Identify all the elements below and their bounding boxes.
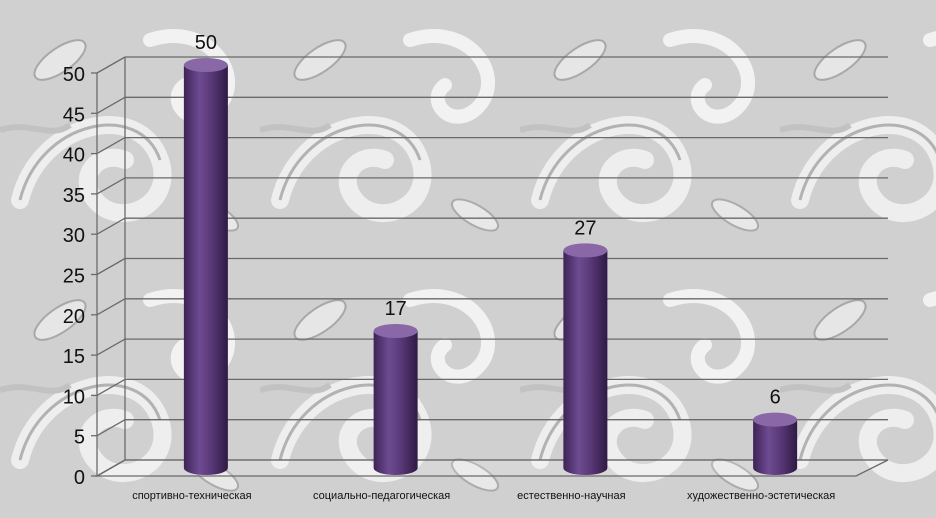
gridline-side (96, 419, 126, 437)
bar-top (373, 323, 418, 338)
bar-body (563, 250, 608, 476)
gridline-side (96, 338, 126, 356)
y-tick-label: 0 (74, 467, 85, 489)
data-label: 27 (574, 217, 596, 239)
bar-top (563, 243, 608, 258)
bar (373, 323, 418, 476)
y-tick-label: 15 (63, 346, 85, 368)
y-tick-label: 10 (63, 386, 85, 408)
y-tick-label: 5 (74, 427, 85, 449)
bar-top (183, 58, 228, 72)
y-tick-label: 35 (63, 185, 85, 207)
gridline-side (96, 96, 126, 114)
data-label: 17 (385, 298, 407, 320)
bar (753, 412, 798, 476)
bar-top (753, 412, 798, 427)
bar-body (753, 419, 798, 476)
gridline-side (96, 257, 126, 276)
y-tick-label: 20 (63, 306, 85, 328)
y-tick-label: 40 (63, 145, 85, 167)
gridline-side (96, 298, 126, 316)
category-label: художественно-эстетическая (687, 490, 835, 502)
gridline-side (96, 378, 126, 396)
bar-body (183, 65, 228, 476)
category-label: социально-педагогическая (313, 490, 450, 502)
y-tick-label: 25 (63, 266, 85, 288)
category-label: естественно-научная (517, 490, 625, 502)
y-tick-label: 45 (63, 104, 85, 126)
gridline-side (96, 217, 126, 235)
bar (563, 243, 608, 476)
data-label: 6 (770, 387, 781, 409)
bar (183, 58, 228, 476)
y-tick-label: 50 (63, 64, 85, 86)
gridline-side (96, 177, 126, 195)
gridline-side (96, 56, 126, 74)
bar-body (373, 330, 418, 476)
y-tick-label: 30 (63, 225, 85, 247)
data-label: 50 (195, 32, 217, 54)
gridline-side (96, 137, 126, 155)
chart-floor (94, 459, 889, 477)
category-label: спортивно-техническая (132, 490, 251, 502)
